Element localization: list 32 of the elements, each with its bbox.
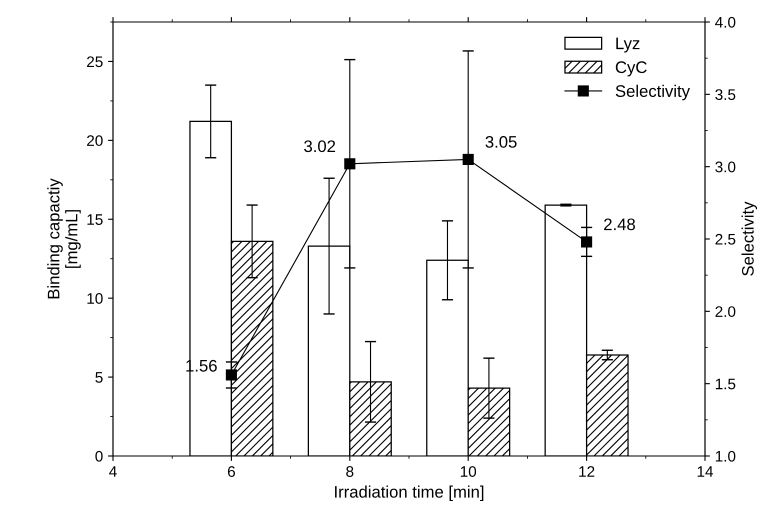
point bbox=[462, 154, 474, 165]
x-tick-label: 10 bbox=[460, 466, 476, 477]
data-label: 3.05 bbox=[486, 136, 517, 148]
y2-tick-label: 3.5 bbox=[715, 89, 736, 100]
x-tick-label: 12 bbox=[579, 466, 594, 477]
data-label: 3.02 bbox=[304, 140, 336, 152]
y-tick-label: 5 bbox=[95, 372, 103, 383]
x-tick-label: 14 bbox=[698, 466, 714, 477]
y2-tick-label: 1.0 bbox=[716, 450, 736, 462]
y2-tick-label: 3.0 bbox=[715, 162, 736, 172]
y-tick-label: 0 bbox=[95, 450, 103, 462]
y2-tick-label: 2.0 bbox=[715, 306, 736, 318]
point bbox=[344, 158, 356, 170]
point bbox=[226, 369, 237, 381]
y-tick-label: 25 bbox=[87, 56, 103, 68]
legend-label: Lyz bbox=[616, 38, 640, 53]
y-tick-label: 10 bbox=[87, 293, 103, 304]
y2-tick-label: 2.5 bbox=[715, 234, 736, 245]
y-tick-label: 20 bbox=[87, 135, 103, 146]
y2-tick-label: 1.5 bbox=[716, 378, 736, 390]
data-label: 2.48 bbox=[604, 218, 635, 230]
x-tick-label: 6 bbox=[228, 466, 235, 477]
x-axis-title: Irradiation time [min] bbox=[335, 486, 484, 502]
legend-label: CyC bbox=[616, 61, 647, 76]
point bbox=[581, 236, 592, 248]
x-tick-label: 4 bbox=[109, 466, 117, 477]
y-axis-title: Binding capactiy [mg/mL] bbox=[47, 178, 81, 298]
y2-axis-title: Selectivity bbox=[742, 202, 758, 276]
y2-tick-label: 4.0 bbox=[715, 16, 736, 28]
y-tick-label: 15 bbox=[87, 214, 103, 225]
x-tick-label: 8 bbox=[346, 466, 354, 477]
legend-label: Selectivity bbox=[616, 84, 690, 100]
